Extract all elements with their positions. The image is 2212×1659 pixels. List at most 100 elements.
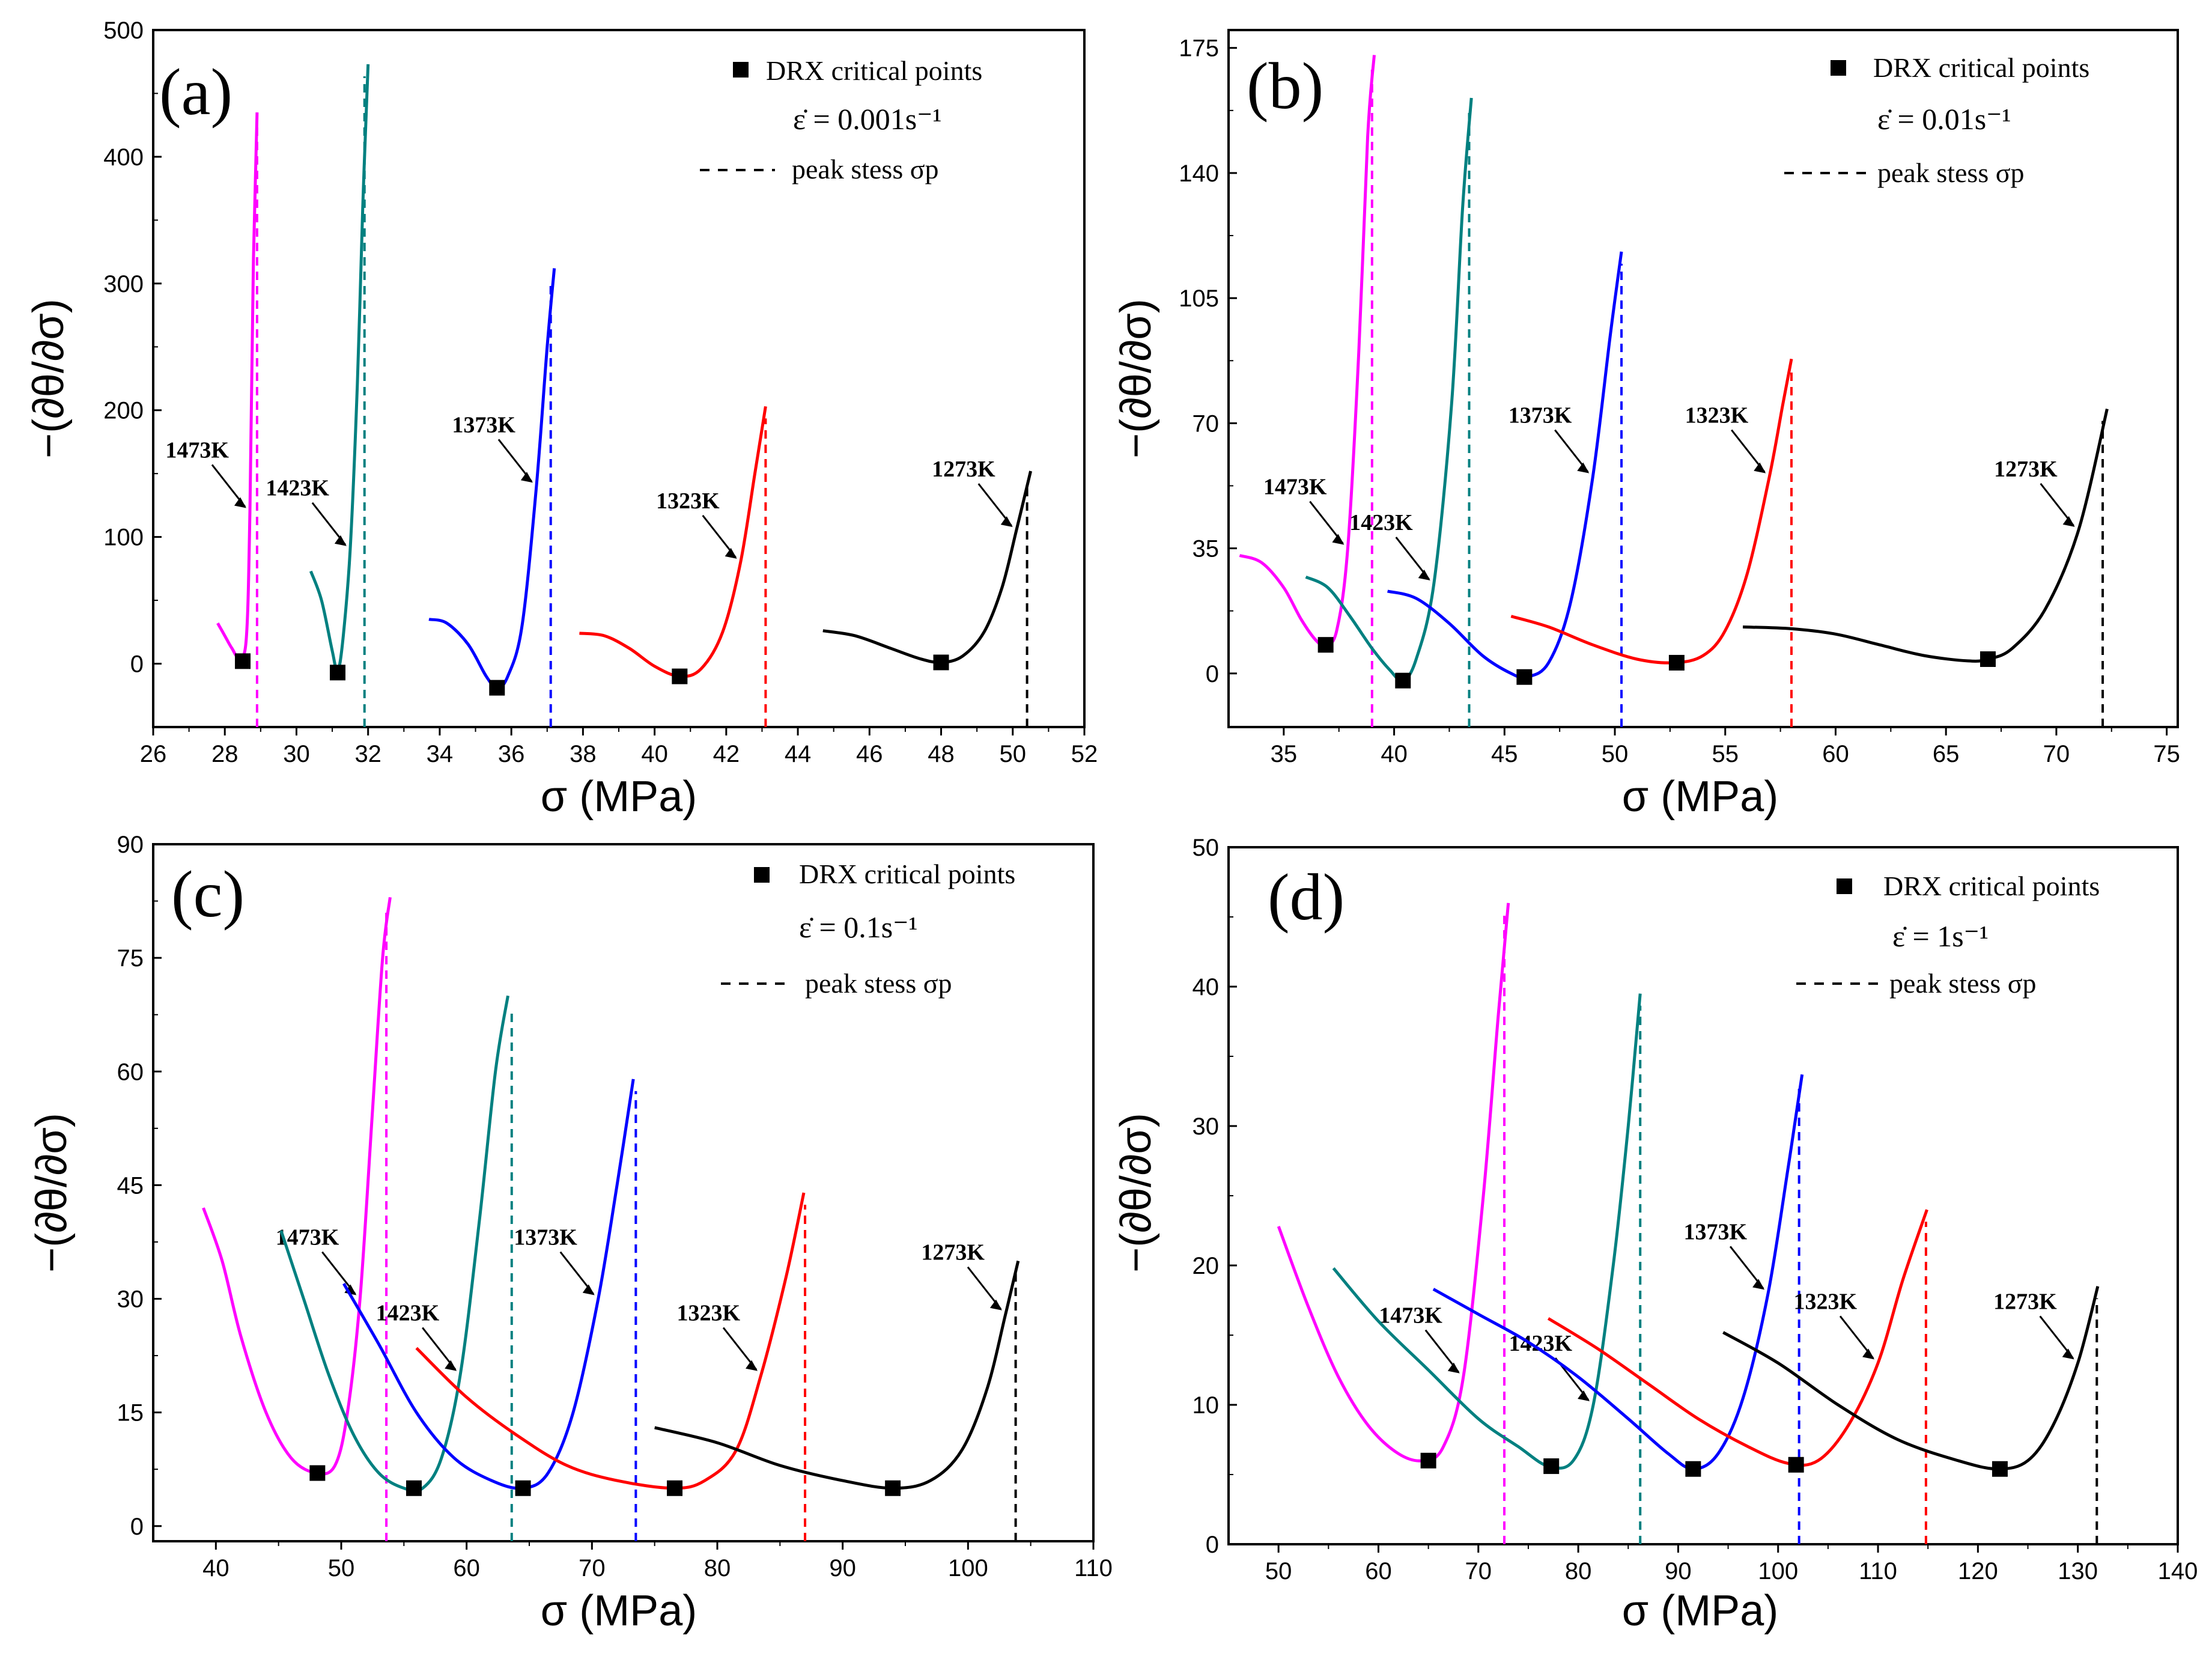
y-tick-label: 500 xyxy=(103,17,144,44)
y-axis-label: −(∂θ/∂σ) xyxy=(25,299,73,458)
x-tick-label: 50 xyxy=(1265,1558,1292,1584)
arrowhead-icon xyxy=(1577,462,1590,473)
x-ticks: 50 60 70 80 90 100 110 120 130 140 xyxy=(1265,1544,2198,1584)
series-line-1323K xyxy=(1510,358,1793,665)
critical-point-1323K xyxy=(672,668,688,684)
plot-frame xyxy=(1227,29,2179,728)
arrowhead-icon xyxy=(1754,462,1766,473)
panel-b: (b) σ (MPa) −(∂θ/∂σ) DRX critical points… xyxy=(1112,29,2180,821)
x-tick-label: 35 xyxy=(1271,741,1298,767)
temperature-label-1323K: 1323K xyxy=(676,1301,740,1326)
temperature-label-1273K: 1273K xyxy=(1993,1289,2057,1314)
x-ticks: 35 40 45 50 55 60 65 70 75 xyxy=(1271,727,2180,767)
strain-rate-label: ε̇ = 1s⁻¹ xyxy=(1892,919,1989,953)
x-tick-label: 30 xyxy=(283,741,310,767)
x-tick-label: 55 xyxy=(1712,741,1739,767)
y-tick-label: 0 xyxy=(130,1514,144,1540)
y-tick-label: 30 xyxy=(1193,1113,1220,1140)
temperature-label-1473K: 1473K xyxy=(1379,1303,1442,1329)
series-line-1423K xyxy=(1305,97,1473,683)
plot-frame xyxy=(1227,846,2179,1545)
critical-point-1323K xyxy=(1668,654,1685,671)
arrowhead-icon xyxy=(445,1360,457,1371)
y-axis-label: −(∂θ/∂σ) xyxy=(28,1113,76,1273)
series-line-1273K xyxy=(654,1260,1020,1490)
x-tick-label: 46 xyxy=(856,741,883,767)
x-tick-label: 36 xyxy=(498,741,525,767)
y-tick-label: 45 xyxy=(117,1172,144,1199)
legend: DRX critical points ε̇ = 1s⁻¹ peak stess… xyxy=(1796,871,2100,999)
series-line-1323K xyxy=(579,406,767,678)
critical-point-1373K xyxy=(1516,669,1533,685)
x-tick-label: 45 xyxy=(1491,741,1518,767)
panel-label: (b) xyxy=(1247,49,1323,123)
x-tick-label: 100 xyxy=(948,1555,988,1581)
x-tick-label: 60 xyxy=(1822,741,1849,767)
temperature-label-1373K: 1373K xyxy=(1684,1219,1748,1244)
y-tick-label: 0 xyxy=(1206,1532,1219,1558)
critical-point-1323K xyxy=(667,1480,683,1496)
y-tick-label: 30 xyxy=(117,1286,144,1313)
x-tick-label: 60 xyxy=(453,1555,480,1581)
y-tick-label: 400 xyxy=(103,144,144,171)
temperature-label-1373K: 1373K xyxy=(514,1225,577,1250)
series-line-1273K xyxy=(822,470,1033,664)
temperature-label-1373K: 1373K xyxy=(1509,403,1572,428)
x-tick-label: 90 xyxy=(829,1555,856,1581)
x-tick-label: 75 xyxy=(2153,741,2180,767)
legend: DRX critical points ε̇ = 0.1s⁻¹ peak ste… xyxy=(721,859,1015,999)
arrowhead-icon xyxy=(1000,516,1013,528)
x-tick-label: 42 xyxy=(713,741,740,767)
series-line-1323K xyxy=(1547,1209,1928,1467)
x-axis-label: σ (MPa) xyxy=(541,773,697,821)
arrowhead-icon xyxy=(1578,1390,1590,1401)
x-tick-label: 80 xyxy=(1565,1558,1592,1584)
x-tick-label: 38 xyxy=(570,741,597,767)
arrowhead-icon xyxy=(2062,516,2075,527)
strain-rate-label: ε̇ = 0.1s⁻¹ xyxy=(799,910,918,944)
y-tick-label: 15 xyxy=(117,1400,144,1426)
y-tick-label: 20 xyxy=(1193,1253,1220,1279)
panel-label: (c) xyxy=(171,857,245,931)
y-tick-label: 90 xyxy=(117,832,144,858)
panel-label: (d) xyxy=(1268,860,1345,934)
x-tick-label: 120 xyxy=(1958,1558,1998,1584)
series-line-1373K xyxy=(1387,251,1623,680)
temperature-label-1273K: 1273K xyxy=(921,1240,985,1265)
legend-marker-label: DRX critical points xyxy=(799,859,1015,889)
arrowhead-icon xyxy=(1418,570,1430,581)
critical-point-1423K xyxy=(1543,1458,1560,1475)
critical-point-1473K xyxy=(1317,637,1334,653)
arrowhead-icon xyxy=(725,547,737,559)
series-line-1473K xyxy=(1277,903,1510,1463)
y-ticks: 0 15 30 45 60 75 90 xyxy=(117,832,162,1540)
strain-rate-label: ε̇ = 0.001s⁻¹ xyxy=(793,102,942,136)
series-line-1273K xyxy=(1722,1286,2100,1471)
series-line-1423K xyxy=(1332,993,1642,1470)
critical-point-1423K xyxy=(406,1480,422,1496)
series-line-1423K xyxy=(309,64,370,674)
x-tick-label: 28 xyxy=(211,741,239,767)
x-tick-label: 60 xyxy=(1365,1558,1392,1584)
arrowhead-icon xyxy=(2062,1348,2074,1360)
critical-point-1273K xyxy=(1980,651,1996,667)
x-tick-label: 140 xyxy=(2158,1558,2198,1584)
x-tick-label: 100 xyxy=(1758,1558,1798,1584)
legend-line-label: peak stess σp xyxy=(792,154,939,184)
x-tick-label: 70 xyxy=(1465,1558,1492,1584)
panel-c: (c) σ (MPa) −(∂θ/∂σ) DRX critical points… xyxy=(28,832,1113,1635)
panel-label: (a) xyxy=(159,55,232,129)
y-tick-label: 100 xyxy=(103,525,144,551)
arrowhead-icon xyxy=(746,1360,758,1371)
y-axis-label: −(∂θ/∂σ) xyxy=(1112,1113,1160,1273)
x-tick-label: 110 xyxy=(1859,1558,1897,1584)
y-tick-label: 10 xyxy=(1193,1392,1220,1419)
temperature-label-1273K: 1273K xyxy=(1994,457,2058,482)
arrowhead-icon xyxy=(520,472,533,483)
legend-line-label: peak stess σp xyxy=(805,968,952,999)
x-tick-label: 34 xyxy=(427,741,454,767)
plot-frame xyxy=(152,29,1086,728)
